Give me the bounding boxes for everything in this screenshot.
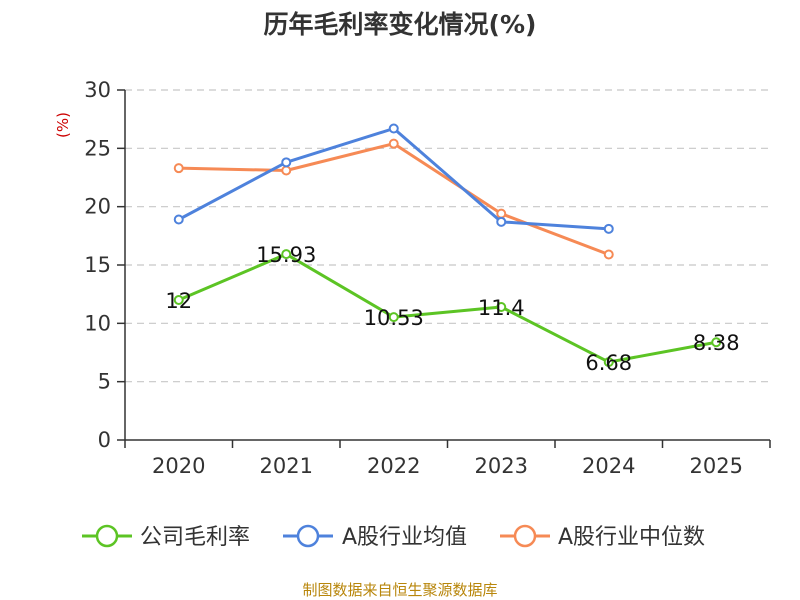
data-point (711, 337, 722, 348)
data-point (173, 214, 184, 225)
data-point (173, 163, 184, 174)
data-label: 11.4 (478, 296, 525, 320)
data-point (281, 157, 292, 168)
y-axis-label: (%) (54, 112, 72, 138)
legend-item[interactable]: 公司毛利率 (82, 524, 250, 550)
data-point (496, 216, 507, 227)
x-tick-label: 2023 (475, 454, 528, 478)
legend-marker (296, 524, 320, 548)
source-note: 制图数据来自恒生聚源数据库 (302, 581, 497, 599)
data-point (173, 295, 184, 305)
x-tick-label: 2022 (367, 454, 420, 478)
legend-marker (95, 524, 119, 548)
y-tick-label: 10 (84, 311, 111, 335)
data-labels: 12 15.93 10.53 11.4 6.68 8.38 (165, 243, 739, 375)
data-point (603, 249, 614, 260)
grid (125, 89, 770, 383)
legend-label: 公司毛利率 (140, 525, 250, 550)
data-point (603, 223, 614, 234)
data-label: 8.38 (693, 331, 740, 355)
data-label: 15.93 (256, 243, 316, 267)
x-tick-label: 2020 (152, 454, 205, 478)
data-point (388, 312, 399, 323)
legend-marker (513, 524, 537, 548)
y-tick-label: 15 (84, 253, 111, 277)
data-point (496, 208, 507, 219)
legend-item[interactable]: A股行业中位数 (500, 524, 705, 550)
data-point (388, 123, 399, 134)
series-line (178, 252, 717, 364)
data-point (603, 357, 614, 368)
data-point (281, 249, 292, 260)
series (173, 123, 722, 368)
data-point (281, 165, 292, 176)
y-tick-label: 20 (84, 195, 111, 219)
data-label: 10.53 (364, 306, 424, 330)
data-point (388, 138, 399, 149)
legend[interactable]: 公司毛利率 A股行业均值 A股行业中位数 (82, 524, 705, 550)
data-point (496, 302, 507, 312)
x-tick-label: 2025 (690, 454, 743, 478)
data-label: 12 (165, 289, 192, 313)
x-tick-label: 2021 (260, 454, 313, 478)
y-tick-label: 30 (84, 78, 111, 102)
legend-item[interactable]: A股行业均值 (283, 524, 467, 550)
data-label: 6.68 (585, 351, 632, 375)
y-tick-label: 25 (84, 136, 111, 160)
chart-title: 历年毛利率变化情况(%) (264, 10, 537, 39)
y-tick-label: 5 (98, 370, 111, 394)
series-line (178, 142, 610, 256)
legend-label: A股行业均值 (342, 525, 467, 550)
y-tick-label: 0 (98, 428, 111, 452)
legend-label: A股行业中位数 (558, 525, 705, 550)
x-tick-label: 2024 (582, 454, 635, 478)
